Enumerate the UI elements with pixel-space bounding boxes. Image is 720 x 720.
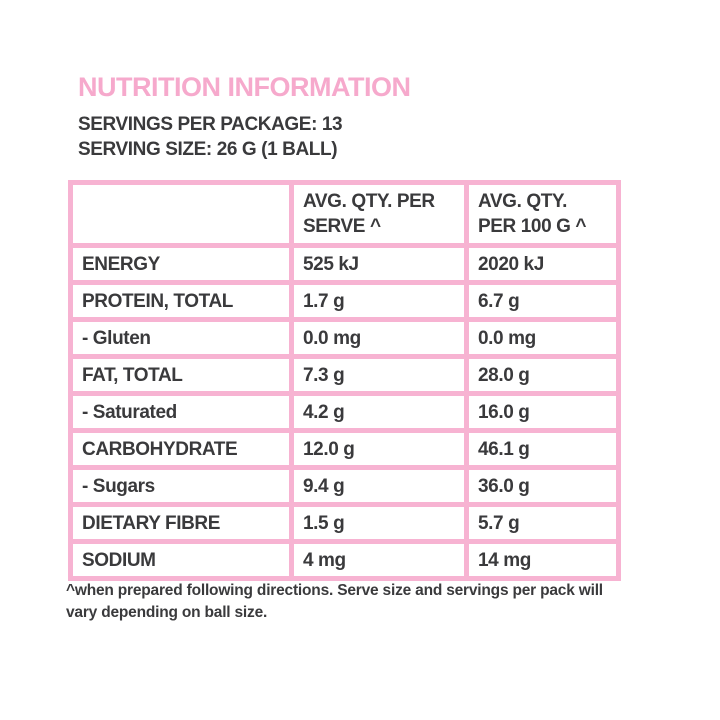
table-row: SODIUM 4 mg 14 mg: [68, 539, 621, 581]
row-per-100g: 0.0 mg: [464, 317, 621, 359]
row-label: - Gluten: [68, 317, 294, 359]
row-per-serve: 12.0 g: [289, 428, 469, 470]
row-label: CARBOHYDRATE: [68, 428, 294, 470]
row-label: PROTEIN, TOTAL: [68, 280, 294, 322]
table-row: - Sugars 9.4 g 36.0 g: [68, 465, 621, 507]
row-per-serve: 1.5 g: [289, 502, 469, 544]
page-title: NUTRITION INFORMATION: [78, 72, 411, 102]
row-per-serve: 7.3 g: [289, 354, 469, 396]
nutrition-table: AVG. QTY. PER SERVE ^ AVG. QTY. PER 100 …: [68, 180, 621, 581]
row-per-100g: 5.7 g: [464, 502, 621, 544]
row-per-100g: 28.0 g: [464, 354, 621, 396]
row-per-serve: 0.0 mg: [289, 317, 469, 359]
row-per-serve: 4 mg: [289, 539, 469, 581]
table-row: CARBOHYDRATE 12.0 g 46.1 g: [68, 428, 621, 470]
header-empty-cell: [68, 180, 294, 248]
serving-info: SERVINGS PER PACKAGE: 13 SERVING SIZE: 2…: [78, 112, 343, 162]
row-per-100g: 2020 kJ: [464, 243, 621, 285]
header-per-serve: AVG. QTY. PER SERVE ^: [289, 180, 469, 248]
row-per-serve: 525 kJ: [289, 243, 469, 285]
row-label: ENERGY: [68, 243, 294, 285]
row-label: - Sugars: [68, 465, 294, 507]
table-row: FAT, TOTAL 7.3 g 28.0 g: [68, 354, 621, 396]
row-label: FAT, TOTAL: [68, 354, 294, 396]
row-per-100g: 16.0 g: [464, 391, 621, 433]
row-per-serve: 9.4 g: [289, 465, 469, 507]
table-row: - Gluten 0.0 mg 0.0 mg: [68, 317, 621, 359]
header-row: AVG. QTY. PER SERVE ^ AVG. QTY. PER 100 …: [68, 180, 621, 248]
table-row: - Saturated 4.2 g 16.0 g: [68, 391, 621, 433]
servings-per-package-line: SERVINGS PER PACKAGE: 13: [78, 114, 343, 135]
row-label: DIETARY FIBRE: [68, 502, 294, 544]
row-per-serve: 4.2 g: [289, 391, 469, 433]
row-per-100g: 6.7 g: [464, 280, 621, 322]
row-per-serve: 1.7 g: [289, 280, 469, 322]
serving-size-line: SERVING SIZE: 26 G (1 BALL): [78, 139, 338, 160]
row-per-100g: 46.1 g: [464, 428, 621, 470]
row-per-100g: 14 mg: [464, 539, 621, 581]
table-row: ENERGY 525 kJ 2020 kJ: [68, 243, 621, 285]
table-row: DIETARY FIBRE 1.5 g 5.7 g: [68, 502, 621, 544]
header-per-100g: AVG. QTY. PER 100 G ^: [464, 180, 621, 248]
footnote: ^when prepared following directions. Ser…: [66, 582, 603, 621]
table-row: PROTEIN, TOTAL 1.7 g 6.7 g: [68, 280, 621, 322]
row-label: - Saturated: [68, 391, 294, 433]
row-label: SODIUM: [68, 539, 294, 581]
row-per-100g: 36.0 g: [464, 465, 621, 507]
